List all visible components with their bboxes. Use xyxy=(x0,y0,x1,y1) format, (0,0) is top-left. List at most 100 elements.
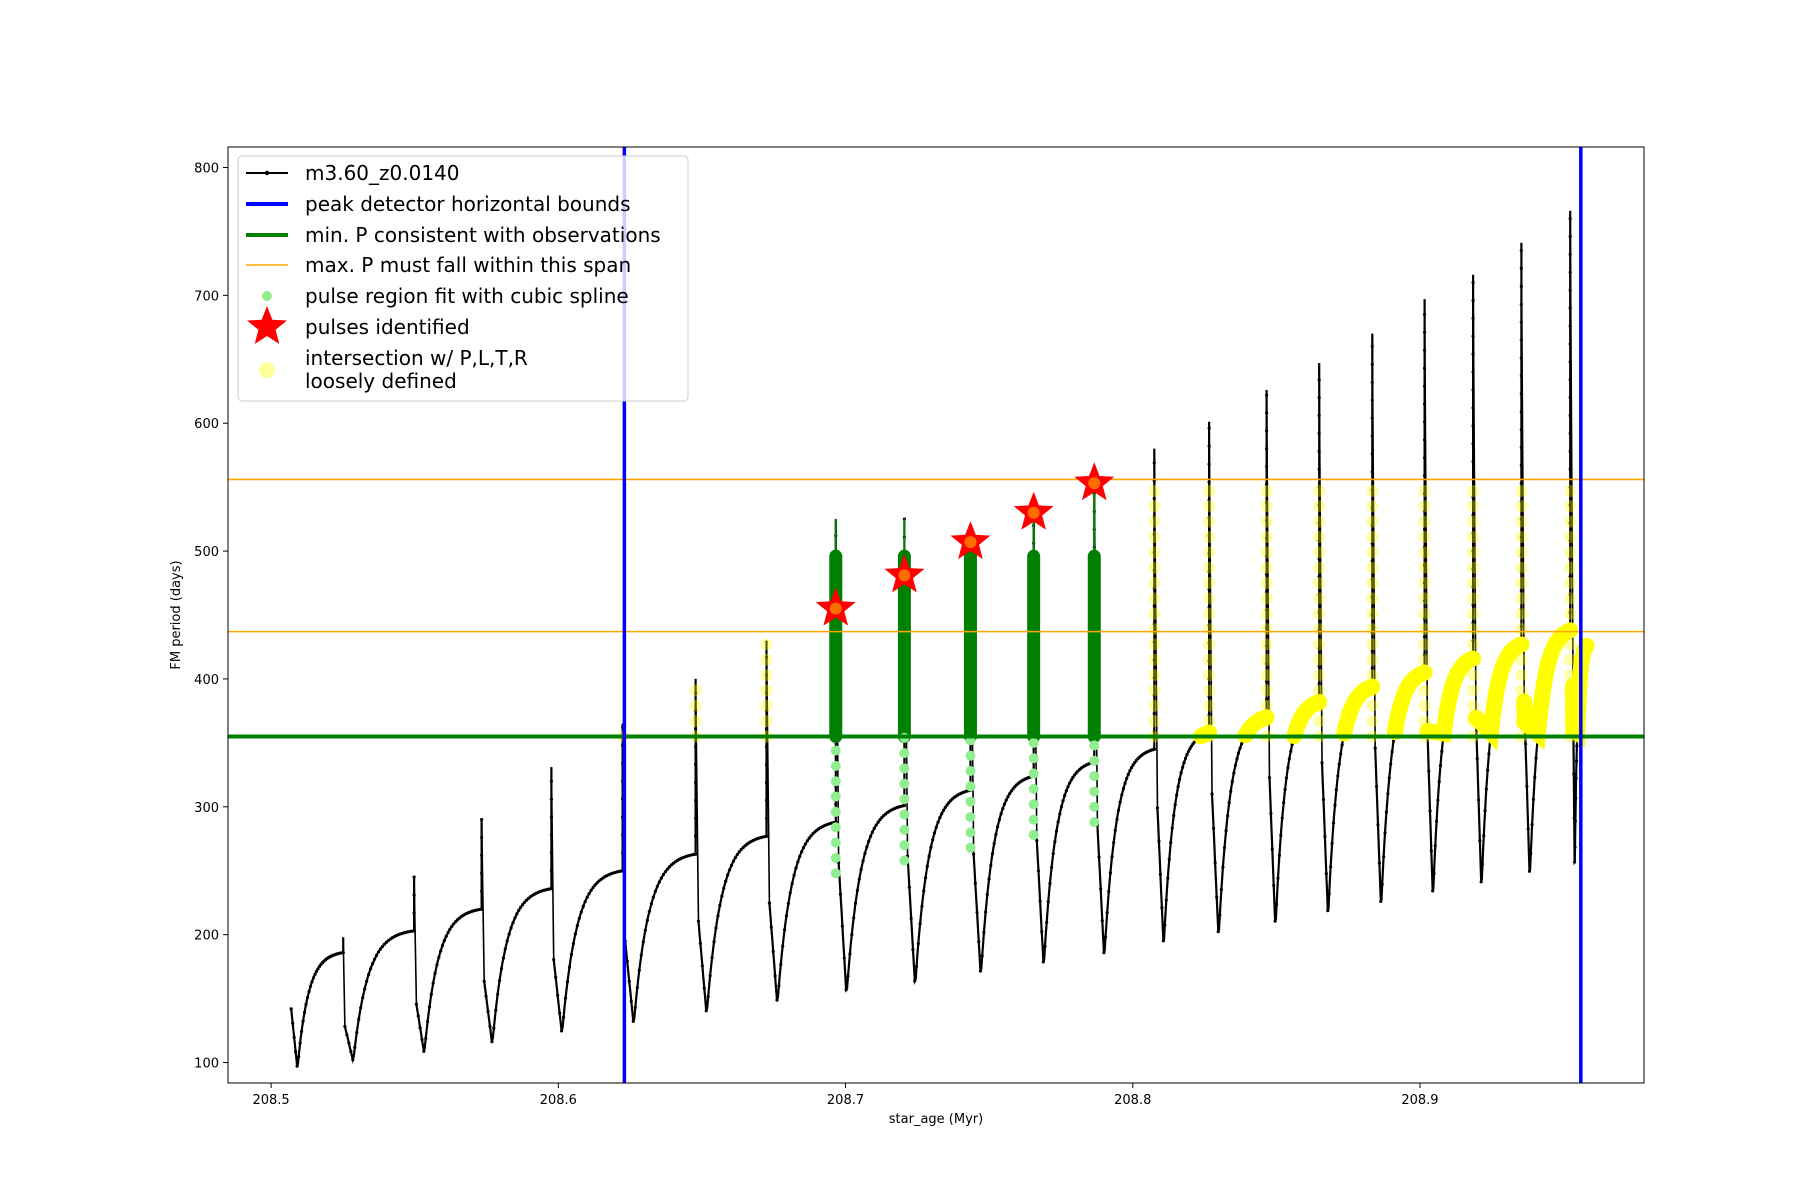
track-point xyxy=(1152,747,1156,751)
track-point xyxy=(374,953,379,957)
track-point xyxy=(1377,861,1381,865)
legend-label-6: intersection w/ P,L,T,R xyxy=(305,346,528,370)
intersection-marker xyxy=(1564,623,1577,636)
track-point xyxy=(490,1040,494,1044)
track-point xyxy=(1112,841,1116,845)
intersection-marker xyxy=(1260,699,1273,712)
track-drop-0 xyxy=(342,937,346,1027)
track-point xyxy=(1370,380,1374,384)
track-point xyxy=(589,888,593,892)
track-point xyxy=(1337,762,1341,766)
track-point xyxy=(1166,876,1170,880)
track-point xyxy=(1152,568,1156,572)
track-point xyxy=(1333,803,1337,807)
track-point xyxy=(351,1058,355,1062)
track-point xyxy=(909,916,913,921)
track-point xyxy=(295,1064,299,1068)
track-segment-11 xyxy=(1035,480,1096,963)
track-point xyxy=(782,928,787,932)
track-point xyxy=(840,924,844,928)
track-segment-9 xyxy=(906,538,972,986)
track-point xyxy=(1160,905,1164,910)
track-point xyxy=(1320,761,1324,765)
track-point xyxy=(918,922,922,926)
track-point xyxy=(549,851,554,855)
intersection-marker xyxy=(1366,592,1379,605)
x-tick-label-3: 208.8 xyxy=(1114,1093,1151,1108)
track-point xyxy=(363,987,367,991)
spline-marker xyxy=(1089,786,1100,797)
track-segment-0 xyxy=(290,937,345,1067)
spline-marker xyxy=(965,766,976,776)
spline-marker xyxy=(899,809,910,820)
track-point xyxy=(561,1015,566,1019)
track-point xyxy=(569,952,574,957)
track-point xyxy=(1384,810,1389,814)
spline-marker xyxy=(899,840,910,851)
track-point xyxy=(764,763,769,767)
intersection-marker xyxy=(1418,653,1431,666)
track-point xyxy=(509,926,513,930)
track-point xyxy=(1330,841,1334,846)
track-point xyxy=(726,873,730,877)
track-segment-17 xyxy=(1374,299,1426,902)
track-point xyxy=(764,745,769,749)
track-point xyxy=(1370,541,1374,545)
track-point xyxy=(874,823,878,827)
track-point xyxy=(1530,822,1534,827)
track-point xyxy=(999,812,1003,816)
track-point xyxy=(641,940,645,944)
track-point xyxy=(914,964,919,969)
track-point xyxy=(1479,880,1483,884)
track-point xyxy=(382,942,387,946)
track-point xyxy=(1152,461,1156,465)
track-point xyxy=(365,979,369,983)
track-point xyxy=(1534,756,1538,760)
spline-marker xyxy=(965,827,976,838)
track-point xyxy=(861,859,865,863)
y-tick-label-7: 800 xyxy=(194,161,219,176)
intersection-marker xyxy=(1366,484,1379,497)
track-point xyxy=(429,992,433,996)
track-point xyxy=(1437,780,1441,784)
track-point xyxy=(764,709,769,713)
track-point xyxy=(975,910,979,915)
track-point xyxy=(1048,881,1052,885)
track-point xyxy=(1431,889,1435,893)
track-point xyxy=(549,815,554,819)
track-point xyxy=(559,1029,564,1033)
track-point xyxy=(1327,892,1331,896)
track-point xyxy=(1471,370,1475,374)
track-point xyxy=(1527,869,1532,873)
track-point xyxy=(593,883,597,887)
track-point xyxy=(1519,535,1523,539)
track-point xyxy=(647,909,651,914)
track-point xyxy=(515,912,519,916)
track-point xyxy=(739,847,743,852)
track-point xyxy=(853,901,858,905)
track-point xyxy=(1240,742,1244,746)
track-point xyxy=(359,1006,363,1010)
track-point xyxy=(1568,610,1572,615)
track-point xyxy=(1264,590,1269,594)
track-point xyxy=(1370,505,1374,510)
track-point xyxy=(1519,392,1523,396)
spline-marker xyxy=(1028,783,1039,794)
track-point xyxy=(1568,378,1572,382)
track-point xyxy=(1049,865,1054,870)
track-point xyxy=(1429,849,1433,853)
track-point xyxy=(1317,557,1321,561)
intersection-marker xyxy=(1260,577,1273,590)
track-point xyxy=(1568,306,1572,310)
pulse-star-core-0 xyxy=(829,602,842,615)
track-point xyxy=(501,956,506,960)
track-point xyxy=(1519,553,1523,557)
intersection-marker xyxy=(1467,531,1480,543)
track-point xyxy=(1568,324,1572,328)
track-point xyxy=(1526,827,1530,831)
track-point xyxy=(424,1036,428,1041)
track-point xyxy=(1264,536,1269,540)
track-point xyxy=(693,780,698,785)
legend-box xyxy=(237,155,689,402)
track-point xyxy=(922,889,926,893)
